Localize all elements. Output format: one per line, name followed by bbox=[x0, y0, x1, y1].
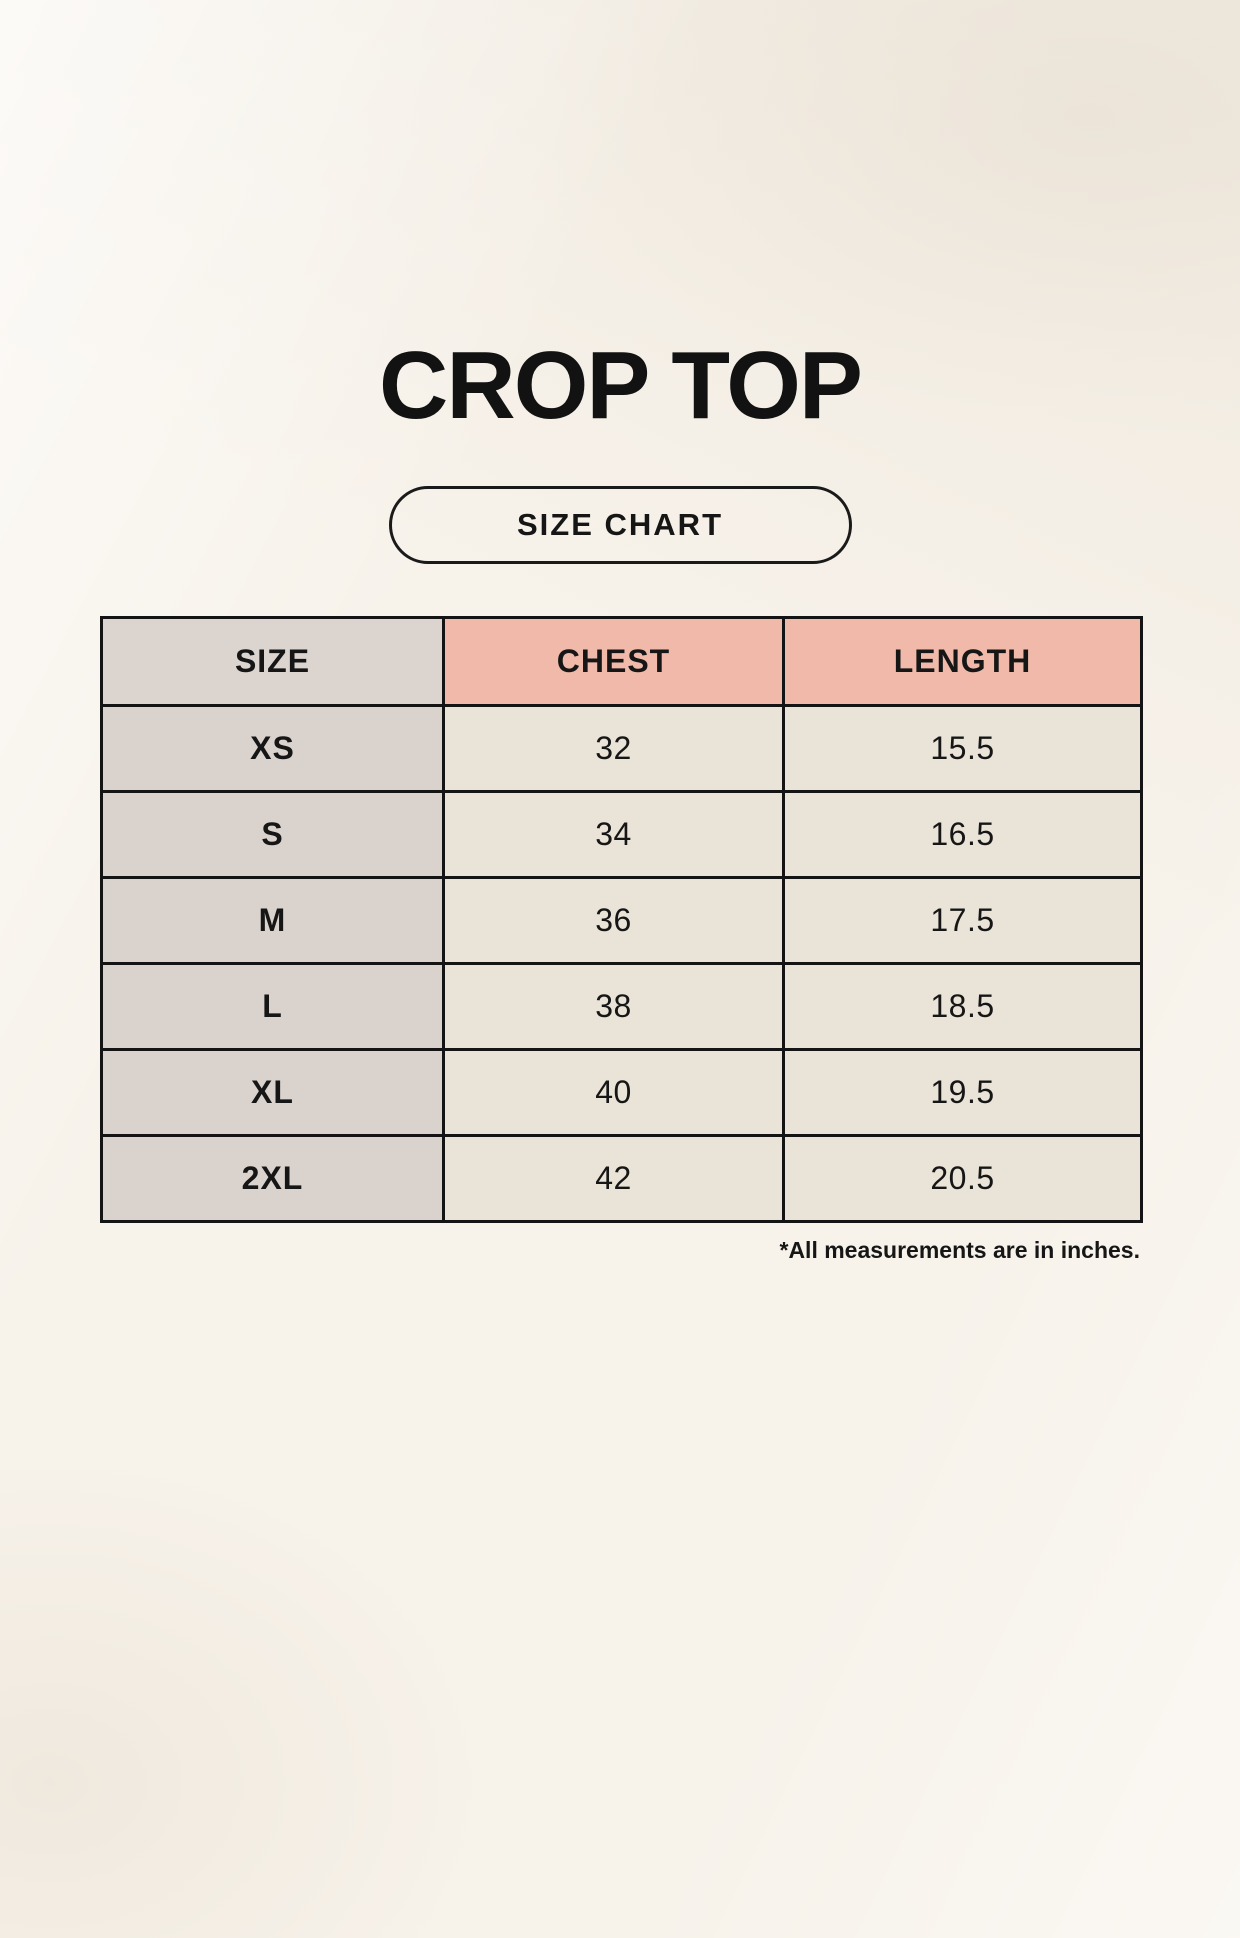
chest-cell: 36 bbox=[442, 876, 785, 965]
size-cell: L bbox=[100, 962, 445, 1051]
table-row-m: M 36 17.5 bbox=[100, 876, 1143, 965]
chest-cell: 38 bbox=[442, 962, 785, 1051]
column-header-size: SIZE bbox=[100, 616, 445, 707]
size-cell: S bbox=[100, 790, 445, 879]
size-chart-badge: SIZE CHART bbox=[388, 486, 852, 564]
length-cell: 20.5 bbox=[782, 1134, 1143, 1223]
length-cell: 16.5 bbox=[782, 790, 1143, 879]
chest-cell: 40 bbox=[442, 1048, 785, 1137]
chest-cell: 32 bbox=[442, 704, 785, 793]
chest-cell: 42 bbox=[442, 1134, 785, 1223]
size-chart-badge-label: SIZE CHART bbox=[517, 507, 723, 542]
column-header-chest: CHEST bbox=[442, 616, 785, 707]
length-cell: 19.5 bbox=[782, 1048, 1143, 1137]
length-cell: 17.5 bbox=[782, 876, 1143, 965]
length-cell: 18.5 bbox=[782, 962, 1143, 1051]
size-chart-table: SIZE CHEST LENGTH XS 32 15.5 S 34 16.5 M bbox=[100, 616, 1143, 1223]
table-row-s: S 34 16.5 bbox=[100, 790, 1143, 879]
table-row-2xl: 2XL 42 20.5 bbox=[100, 1134, 1143, 1223]
size-cell: XS bbox=[100, 704, 445, 793]
table-row-xs: XS 32 15.5 bbox=[100, 704, 1143, 793]
table-row-l: L 38 18.5 bbox=[100, 962, 1143, 1051]
column-header-length: LENGTH bbox=[782, 616, 1143, 707]
page-title: CROP TOP bbox=[379, 332, 863, 439]
size-cell: 2XL bbox=[100, 1134, 445, 1223]
length-cell: 15.5 bbox=[782, 704, 1143, 793]
chest-cell: 34 bbox=[442, 790, 785, 879]
size-cell: XL bbox=[100, 1048, 445, 1137]
size-chart-page: CROP TOP SIZE CHART SIZE CHEST LENGTH XS bbox=[0, 338, 1240, 1264]
size-cell: M bbox=[100, 876, 445, 965]
table-header-row: SIZE CHEST LENGTH bbox=[100, 616, 1143, 707]
size-chart-table-container: SIZE CHEST LENGTH XS 32 15.5 S 34 16.5 M bbox=[100, 616, 1143, 1264]
table-row-xl: XL 40 19.5 bbox=[100, 1048, 1143, 1137]
measurement-footnote: *All measurements are in inches. bbox=[779, 1237, 1141, 1263]
